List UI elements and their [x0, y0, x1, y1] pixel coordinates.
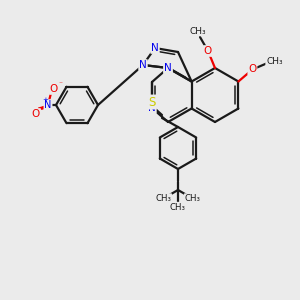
Text: O: O — [50, 84, 58, 94]
Text: CH₃: CH₃ — [155, 194, 171, 203]
Text: CH₃: CH₃ — [170, 202, 186, 211]
Text: O: O — [204, 46, 212, 56]
Text: S: S — [148, 95, 156, 109]
Text: O: O — [32, 109, 40, 119]
Text: CH₃: CH₃ — [185, 194, 201, 203]
Text: O: O — [248, 64, 256, 74]
Text: N: N — [164, 63, 172, 73]
Text: ⁻: ⁻ — [58, 80, 62, 88]
Text: CH₃: CH₃ — [190, 26, 206, 35]
Text: N: N — [151, 43, 159, 53]
Text: CH₃: CH₃ — [266, 57, 283, 66]
Text: N: N — [139, 60, 147, 70]
Text: N: N — [164, 63, 172, 73]
Text: +: + — [42, 97, 48, 103]
Text: N: N — [44, 100, 52, 110]
Text: N: N — [148, 103, 156, 113]
